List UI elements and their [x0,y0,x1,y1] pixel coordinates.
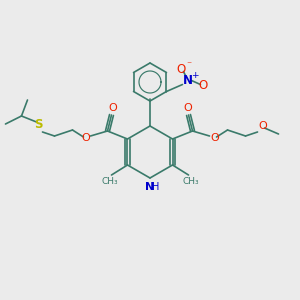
Text: O: O [210,133,219,143]
Text: +: + [191,71,198,80]
Text: O: O [177,63,186,76]
Text: N: N [146,182,154,192]
Text: H: H [152,182,160,192]
Text: CH₃: CH₃ [101,178,118,187]
Text: O: O [183,103,192,113]
Text: ⁻: ⁻ [186,61,191,70]
Text: O: O [258,121,267,131]
Text: S: S [34,118,43,131]
Text: O: O [108,103,117,113]
Text: O: O [81,133,90,143]
Text: CH₃: CH₃ [182,178,199,187]
Text: O: O [199,79,208,92]
Text: N: N [182,74,193,87]
